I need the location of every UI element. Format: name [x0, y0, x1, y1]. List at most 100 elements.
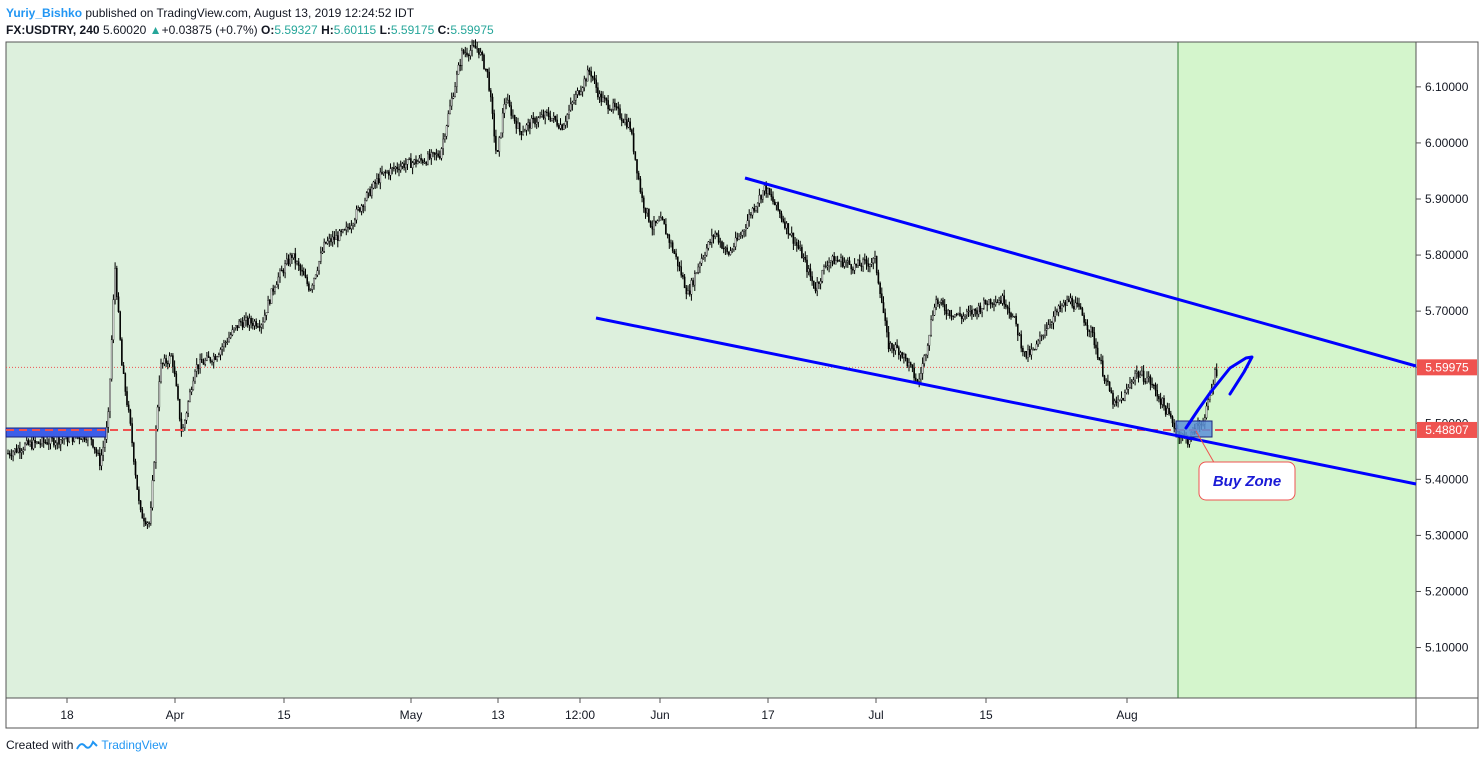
candle-body — [143, 518, 145, 522]
candle-body — [241, 322, 244, 328]
candle-body — [1064, 302, 1067, 306]
candle-body — [527, 122, 529, 126]
candle-body — [756, 202, 759, 207]
candle-body — [515, 120, 518, 129]
candle-body — [745, 227, 747, 231]
time-axis[interactable]: 18 Apr 15 May 13 12:00 Jun 17 Jul 15 Aug — [60, 698, 1138, 722]
candle-body — [898, 347, 900, 356]
candle-body — [943, 304, 946, 311]
candle-body — [1120, 397, 1123, 401]
candle-body — [214, 356, 217, 360]
candle-body — [529, 122, 531, 129]
buy-zone-callout-line — [1195, 430, 1217, 467]
candle-body — [206, 355, 208, 361]
candle-body — [694, 273, 696, 286]
candle-body — [857, 260, 859, 266]
candle-body — [959, 312, 961, 317]
candle-body — [551, 118, 553, 121]
tradingview-link[interactable]: TradingView — [101, 738, 168, 752]
buy-zone-callout-box[interactable] — [1198, 461, 1296, 501]
candle-body — [1139, 374, 1141, 378]
candle-body — [311, 285, 314, 290]
candle-body — [467, 54, 470, 57]
candle-body — [609, 108, 611, 111]
candle-body — [612, 102, 614, 110]
candle-body — [552, 115, 555, 119]
candle-body — [364, 200, 366, 207]
candle-body — [542, 114, 545, 119]
candle-body — [161, 363, 164, 365]
candle-body — [1059, 305, 1062, 309]
candle-body — [581, 87, 584, 92]
candle-body — [498, 137, 501, 152]
candle-body — [41, 437, 43, 444]
candle-body — [1091, 326, 1094, 333]
price-axis-label: 6.10000 — [1425, 80, 1469, 94]
candle-body — [228, 337, 230, 343]
price-axis-label: 5.80000 — [1425, 248, 1469, 262]
candle-body — [294, 253, 297, 264]
candle-body — [180, 418, 183, 432]
candle-body — [558, 125, 560, 129]
price-chart[interactable]: Buy Zone 6.10000 6.00000 5.90000 5.80000 5.7… — [0, 0, 1484, 730]
candle-body — [39, 443, 42, 445]
candle-body — [865, 259, 868, 264]
time-axis-label: 13 — [491, 708, 505, 722]
channel-lower-line[interactable] — [595, 316, 1417, 486]
candle-body — [471, 45, 473, 51]
candle-body — [260, 324, 263, 328]
candle-body — [899, 352, 902, 356]
candle-body — [1166, 408, 1169, 415]
current-price: 5.60020 — [102, 23, 147, 37]
candle-body — [677, 256, 679, 267]
candle-body — [420, 158, 422, 161]
candle-body — [1214, 369, 1216, 385]
candle-body — [802, 257, 805, 259]
candle-body — [469, 50, 472, 56]
candle-body — [121, 339, 123, 366]
candle-body — [974, 308, 977, 311]
candle-body — [328, 238, 331, 242]
candle-body — [648, 208, 650, 222]
candle-body — [955, 314, 958, 316]
candle-body — [988, 299, 990, 306]
candle-body — [365, 192, 368, 201]
candle-body — [852, 268, 854, 271]
candle-body — [746, 220, 749, 229]
candle-body — [1169, 413, 1172, 417]
candle-body — [717, 234, 720, 243]
candle-body — [979, 305, 982, 313]
candle-body — [984, 299, 987, 305]
candle-body — [114, 268, 116, 300]
time-axis-label: Jul — [868, 708, 883, 722]
candle-body — [326, 240, 329, 244]
high-label: H: — [321, 23, 334, 37]
candle-body — [24, 443, 26, 450]
candle-body — [170, 355, 173, 357]
price-change: +0.03875 (+0.7%) — [161, 23, 258, 37]
candle-body — [48, 443, 50, 445]
candle-body — [1117, 399, 1119, 403]
candle-body — [637, 173, 640, 180]
candle-body — [767, 188, 769, 194]
time-axis-label: Jun — [650, 708, 669, 722]
candle-body — [1037, 340, 1039, 345]
candle-body — [194, 371, 196, 382]
candle-body — [826, 265, 829, 267]
close-label: C: — [437, 23, 451, 37]
forecast-arrow[interactable] — [1184, 355, 1254, 430]
candle-body — [12, 451, 14, 457]
time-axis-label: 15 — [979, 708, 993, 722]
candle-body — [148, 522, 150, 524]
candle-body — [100, 455, 103, 467]
candle-body — [269, 300, 271, 304]
candle-body — [500, 132, 502, 138]
candle-body — [173, 366, 176, 375]
candle-body — [388, 171, 390, 176]
author-link[interactable]: Yuriy_Bishko — [6, 6, 83, 20]
candle-body — [495, 135, 497, 151]
channel-upper-line[interactable] — [744, 176, 1417, 368]
candle-body — [775, 202, 778, 206]
candle-body — [192, 380, 195, 391]
candle-body — [823, 266, 825, 271]
